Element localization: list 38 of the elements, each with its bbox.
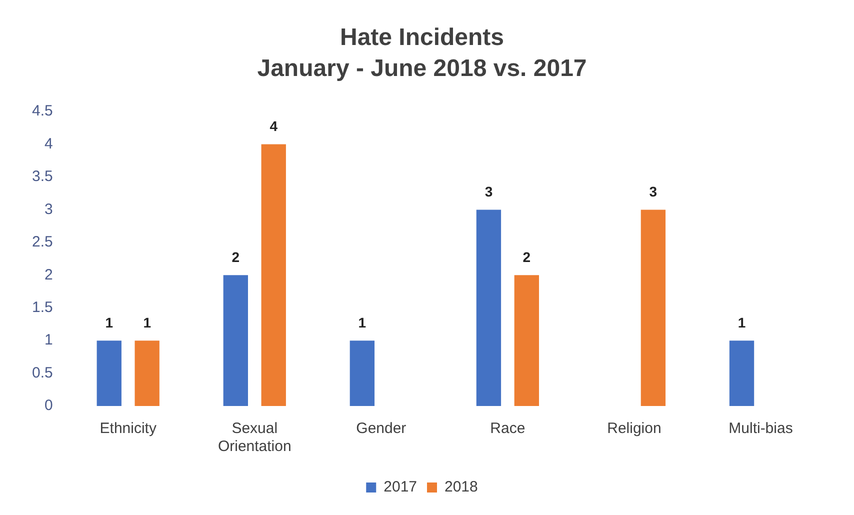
y-tick-label: 3.5 [32,168,53,186]
y-tick-label: 1.5 [32,299,53,316]
data-label: 3 [649,184,658,200]
y-tick-label: 0.5 [32,364,53,382]
data-label: 1 [143,314,152,330]
data-label: 1 [358,314,366,330]
data-label: 3 [484,184,493,200]
bar [261,144,286,406]
data-label: 2 [232,249,240,266]
data-label: 1 [738,314,746,330]
bar [476,210,502,406]
bar [96,340,122,406]
bar [350,340,375,406]
y-tick-label: 3 [44,200,53,218]
y-tick-label: 0 [44,397,53,414]
y-tick-label: 1 [44,332,53,349]
x-tick-label: Sexual Orientation [218,420,292,456]
bar [134,340,160,406]
x-tick-label: Multi-bias [728,420,793,438]
legend-label: 2017 [384,478,418,496]
bar [729,340,754,406]
x-tick-label: Race [490,420,526,438]
data-label: 2 [522,249,531,266]
y-tick-label: 2 [44,266,53,284]
legend-label: 2018 [444,478,478,496]
x-tick-label: Religion [607,420,662,438]
x-tick-label: Gender [356,420,406,438]
data-label: 4 [270,118,278,134]
chart-subtitle: January - June 2018 vs. 2017 [257,54,587,82]
data-label: 1 [105,314,114,330]
bar [514,275,540,406]
x-tick-label: Ethnicity [100,420,157,438]
y-tick-label: 4 [44,135,53,152]
chart-title: Hate Incidents [340,24,504,52]
y-tick-label: 2.5 [32,234,53,251]
bar [640,210,666,406]
bar [223,275,248,406]
y-tick-label: 4.5 [32,102,53,120]
